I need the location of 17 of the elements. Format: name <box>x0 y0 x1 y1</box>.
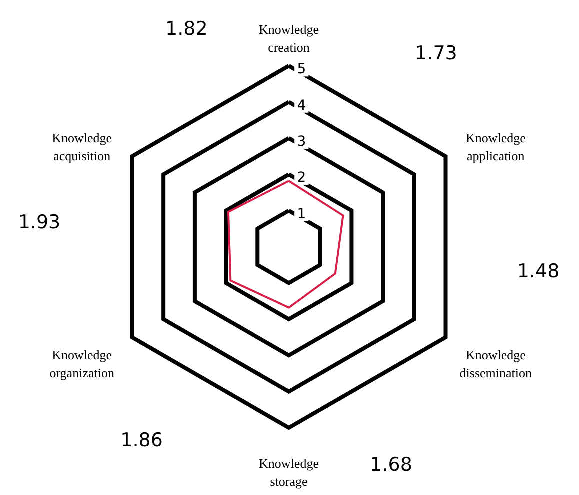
text: 1.93 <box>18 211 61 234</box>
y-tick-label: 5 <box>297 62 306 78</box>
text: 1.86 <box>120 429 163 452</box>
y-tick-label: 2 <box>297 170 306 186</box>
y-tick-label: 3 <box>297 134 306 150</box>
text: 1.68 <box>370 454 412 476</box>
y-tick-label: 1 <box>297 206 306 222</box>
spoke-label: Knowledge organization <box>50 348 115 381</box>
spoke-label: Knowledge acquisition <box>52 130 112 164</box>
spoke-label: Knowledge creation <box>259 22 320 55</box>
spoke-label: Knowledge storage <box>259 456 320 490</box>
text: 1.73 <box>415 42 458 65</box>
text: 1.48 <box>517 260 560 283</box>
spoke-label: Knowledge dissemination <box>460 348 533 381</box>
spoke-label: Knowledge application <box>466 130 526 164</box>
y-tick-label: 4 <box>297 98 306 114</box>
text: 1.82 <box>166 18 208 40</box>
